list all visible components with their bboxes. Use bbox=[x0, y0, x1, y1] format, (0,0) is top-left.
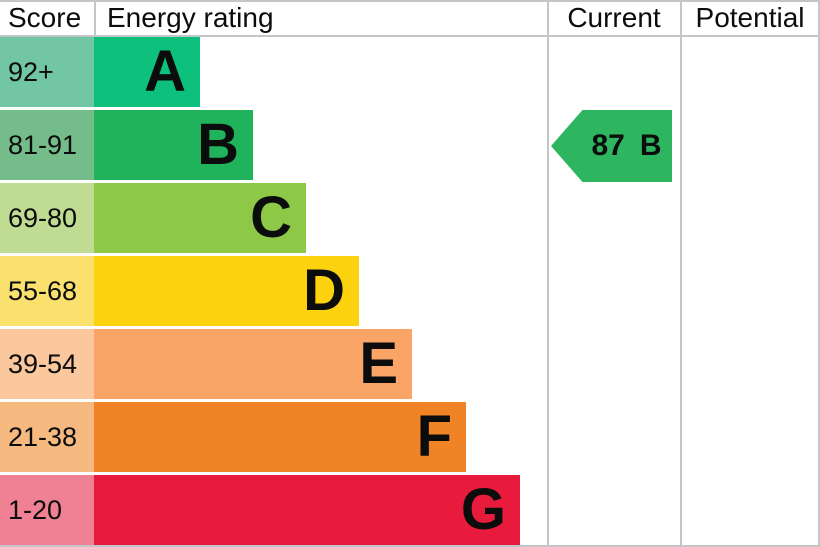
band-g-score-range: 1-20 bbox=[8, 494, 63, 525]
band-f-letter: F bbox=[416, 404, 452, 469]
band-row-d: 55-68 D bbox=[0, 256, 520, 329]
band-d-score-range: 55-68 bbox=[8, 275, 78, 306]
header-current: Current bbox=[567, 1, 661, 33]
band-c-bar: C bbox=[94, 183, 306, 253]
band-row-f: 21-38 F bbox=[0, 402, 520, 475]
band-a-score-cell: 92+ bbox=[0, 37, 94, 107]
band-c-score-range: 69-80 bbox=[8, 202, 78, 233]
band-e-score-range: 39-54 bbox=[8, 348, 78, 379]
band-e-score-cell: 39-54 bbox=[0, 329, 94, 399]
score-column-divider bbox=[94, 0, 96, 35]
band-b-score-range: 81-91 bbox=[8, 129, 78, 160]
header-energy-rating: Energy rating bbox=[107, 1, 274, 33]
current-column-divider bbox=[547, 0, 549, 547]
band-d-letter: D bbox=[303, 258, 345, 323]
band-row-b: 81-91 B bbox=[0, 110, 520, 183]
band-g-score-cell: 1-20 bbox=[0, 475, 94, 545]
band-f-score-cell: 21-38 bbox=[0, 402, 94, 472]
band-c-letter: C bbox=[250, 185, 292, 250]
band-e-bar: E bbox=[94, 329, 412, 399]
band-row-a: 92+ A bbox=[0, 37, 520, 110]
table-bottom-border bbox=[0, 545, 820, 547]
band-g-letter: G bbox=[460, 477, 506, 542]
current-rating-label: 87 B bbox=[591, 129, 661, 163]
band-b-bar: B bbox=[94, 110, 253, 180]
band-d-bar: D bbox=[94, 256, 359, 326]
band-rows: 92+ A 81-91 B 69-80 C 55-68 bbox=[0, 37, 520, 547]
table-top-border bbox=[0, 0, 820, 2]
band-row-g: 1-20 G bbox=[0, 475, 520, 547]
current-rating-value: 87 bbox=[591, 129, 625, 162]
potential-column-divider bbox=[680, 0, 682, 547]
band-g-bar: G bbox=[94, 475, 520, 545]
current-rating-arrow: 87 B bbox=[551, 110, 672, 182]
band-a-letter: A bbox=[144, 39, 186, 104]
band-b-letter: B bbox=[197, 112, 239, 177]
current-rating-band: B bbox=[639, 129, 662, 162]
band-row-c: 69-80 C bbox=[0, 183, 520, 256]
band-d-score-cell: 55-68 bbox=[0, 256, 94, 326]
header-bottom-border bbox=[0, 35, 820, 37]
band-c-score-cell: 69-80 bbox=[0, 183, 94, 253]
header-score: Score bbox=[8, 1, 82, 33]
header-potential: Potential bbox=[695, 1, 805, 33]
band-f-score-range: 21-38 bbox=[8, 421, 78, 452]
band-f-bar: F bbox=[94, 402, 466, 472]
table-right-border bbox=[818, 0, 820, 547]
band-e-letter: E bbox=[359, 331, 398, 396]
band-b-score-cell: 81-91 bbox=[0, 110, 94, 180]
band-a-score-range: 92+ bbox=[8, 56, 54, 87]
band-a-bar: A bbox=[94, 37, 200, 107]
band-row-e: 39-54 E bbox=[0, 329, 520, 402]
